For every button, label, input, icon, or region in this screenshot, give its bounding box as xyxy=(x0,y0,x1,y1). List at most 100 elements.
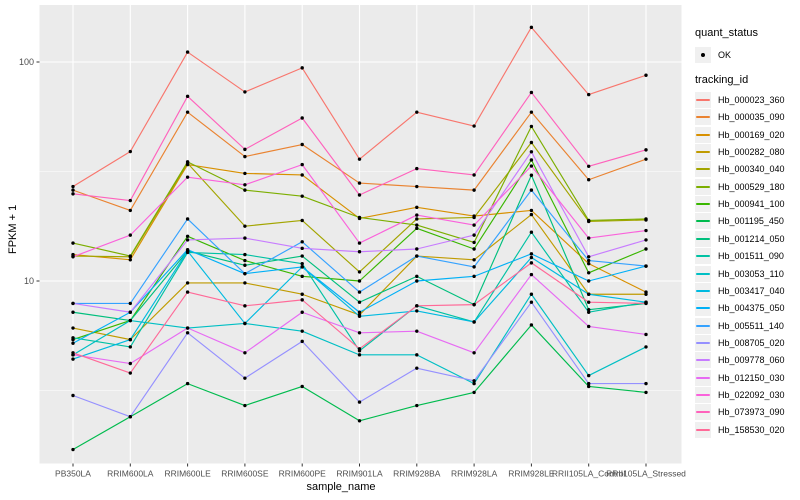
series-color-key xyxy=(695,334,711,351)
legend-item-Hb_001511_090: Hb_001511_090 xyxy=(695,248,784,265)
legend-item-Hb_004375_050: Hb_004375_050 xyxy=(695,300,785,317)
series-color-key xyxy=(695,352,711,369)
quant-status-label: OK xyxy=(718,50,732,60)
series-label: Hb_004375_050 xyxy=(718,303,785,314)
series-line-icon xyxy=(696,289,710,292)
svg-text:RRIM928BA: RRIM928BA xyxy=(393,469,441,479)
svg-text:100: 100 xyxy=(19,57,34,67)
series-color-key xyxy=(695,196,711,213)
legend-item-Hb_012150_030: Hb_012150_030 xyxy=(695,369,785,386)
series-line-icon xyxy=(696,151,710,154)
series-label: Hb_000340_040 xyxy=(718,164,785,175)
series-label: Hb_158530_020 xyxy=(718,424,785,435)
svg-text:RRII105LA_Stressed: RRII105LA_Stressed xyxy=(606,469,686,479)
series-color-key xyxy=(695,317,711,334)
legend-item-Hb_001214_050: Hb_001214_050 xyxy=(695,230,785,247)
series-line-icon xyxy=(696,133,710,136)
series-line-icon xyxy=(696,116,710,119)
y-axis-title: FPKM + 1 xyxy=(7,204,19,254)
series-label: Hb_022092_030 xyxy=(718,389,785,400)
series-label: Hb_073973_090 xyxy=(718,407,785,418)
series-line-icon xyxy=(696,255,710,258)
legend-item-Hb_008705_020: Hb_008705_020 xyxy=(695,334,785,351)
series-line-icon xyxy=(696,203,710,206)
series-color-key xyxy=(695,109,711,126)
series-color-key xyxy=(695,92,711,108)
series-color-key xyxy=(695,144,711,161)
series-line-icon xyxy=(696,411,710,414)
legend: quant_status OK tracking_id Hb_000023_36… xyxy=(690,0,800,500)
series-color-key xyxy=(695,282,711,299)
series-color-key xyxy=(695,404,711,421)
svg-text:RRIM600LE: RRIM600LE xyxy=(164,469,211,479)
series-line-icon xyxy=(696,307,710,310)
series-color-key xyxy=(695,421,711,438)
series-color-key xyxy=(695,248,711,265)
quant-status-key xyxy=(695,47,711,63)
legend-item-Hb_073973_090: Hb_073973_090 xyxy=(695,404,785,421)
series-color-key xyxy=(695,213,711,230)
series-color-key xyxy=(695,265,711,282)
legend-item-Hb_001195_450: Hb_001195_450 xyxy=(695,213,784,230)
series-label: Hb_000035_090 xyxy=(718,112,785,123)
x-axis-title: sample_name xyxy=(306,481,376,493)
legend-quant-status-item: OK xyxy=(695,47,731,63)
legend-item-Hb_000529_180: Hb_000529_180 xyxy=(695,178,785,195)
legend-item-Hb_022092_030: Hb_022092_030 xyxy=(695,386,785,403)
series-color-key xyxy=(695,300,711,317)
legend-item-Hb_158530_020: Hb_158530_020 xyxy=(695,421,785,438)
svg-text:RRIM928LA: RRIM928LA xyxy=(451,469,498,479)
series-label: Hb_012150_030 xyxy=(718,372,785,383)
series-label: Hb_000529_180 xyxy=(718,181,785,192)
series-label: Hb_009778_060 xyxy=(718,355,785,366)
black-point-icon xyxy=(701,53,705,57)
series-line-icon xyxy=(696,341,710,344)
legend-item-Hb_000023_360: Hb_000023_360 xyxy=(695,92,785,108)
series-line-icon xyxy=(696,99,710,101)
series-label: Hb_000941_100 xyxy=(718,199,785,210)
series-color-key xyxy=(695,126,711,143)
legend-item-Hb_000169_020: Hb_000169_020 xyxy=(695,126,785,143)
svg-text:RRIM600PE: RRIM600PE xyxy=(279,469,327,479)
svg-text:RRIM600LA: RRIM600LA xyxy=(107,469,154,479)
series-color-key xyxy=(695,386,711,403)
series-label: Hb_003053_110 xyxy=(718,268,784,279)
series-line-icon xyxy=(696,237,710,240)
series-label: Hb_003417_040 xyxy=(718,285,785,296)
series-label: Hb_000023_360 xyxy=(718,95,785,105)
legend-tracking-id-title: tracking_id xyxy=(695,74,749,86)
series-label: Hb_001511_090 xyxy=(718,251,784,262)
svg-text:RRIM600SE: RRIM600SE xyxy=(221,469,269,479)
series-label: Hb_008705_020 xyxy=(718,337,785,348)
series-color-key xyxy=(695,178,711,195)
series-line-icon xyxy=(696,324,710,327)
series-color-key xyxy=(695,161,711,178)
legend-item-Hb_009778_060: Hb_009778_060 xyxy=(695,352,785,369)
series-line-icon xyxy=(696,168,710,171)
svg-text:10: 10 xyxy=(24,276,34,286)
series-line-icon xyxy=(696,220,710,223)
legend-item-Hb_003053_110: Hb_003053_110 xyxy=(695,265,784,282)
legend-item-Hb_003417_040: Hb_003417_040 xyxy=(695,282,785,299)
series-label: Hb_000169_020 xyxy=(718,129,785,140)
svg-text:PB350LA: PB350LA xyxy=(55,469,91,479)
series-color-key xyxy=(695,230,711,247)
series-label: Hb_001214_050 xyxy=(718,233,785,244)
series-line-icon xyxy=(696,376,710,379)
series-line-icon xyxy=(696,272,710,275)
series-line-icon xyxy=(696,359,710,362)
series-label: Hb_000282_080 xyxy=(718,147,785,158)
series-line-icon xyxy=(696,428,710,431)
series-line-icon xyxy=(696,393,710,396)
legend-item-Hb_000340_040: Hb_000340_040 xyxy=(695,161,785,178)
legend-item-Hb_005511_140: Hb_005511_140 xyxy=(695,317,784,334)
legend-item-Hb_000941_100: Hb_000941_100 xyxy=(695,196,785,213)
svg-text:RRIM901LA: RRIM901LA xyxy=(336,469,383,479)
legend-item-Hb_000035_090: Hb_000035_090 xyxy=(695,109,785,126)
series-label: Hb_005511_140 xyxy=(718,320,784,331)
legend-item-Hb_000282_080: Hb_000282_080 xyxy=(695,144,785,161)
legend-quant-status-title: quant_status xyxy=(695,27,758,39)
series-label: Hb_001195_450 xyxy=(718,216,784,227)
